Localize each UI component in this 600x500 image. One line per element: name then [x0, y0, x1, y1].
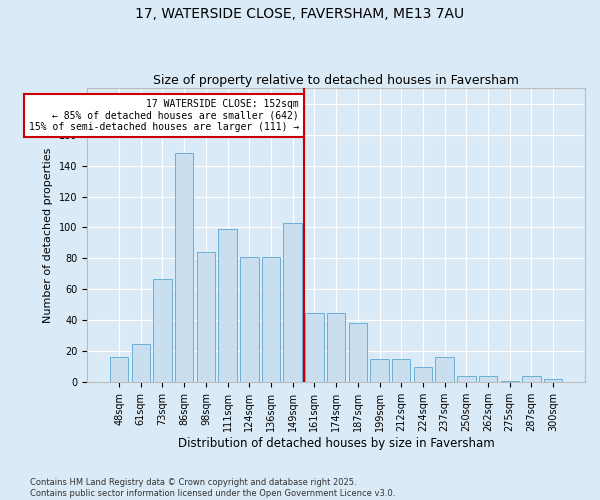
Bar: [436, 358, 454, 382]
Bar: [262, 257, 280, 382]
Bar: [414, 366, 432, 382]
Bar: [392, 359, 410, 382]
Bar: [500, 380, 519, 382]
Bar: [197, 252, 215, 382]
Bar: [110, 358, 128, 382]
Bar: [218, 229, 237, 382]
Title: Size of property relative to detached houses in Faversham: Size of property relative to detached ho…: [153, 74, 519, 87]
Bar: [370, 359, 389, 382]
Text: 17 WATERSIDE CLOSE: 152sqm
← 85% of detached houses are smaller (642)
15% of sem: 17 WATERSIDE CLOSE: 152sqm ← 85% of deta…: [29, 99, 299, 132]
Bar: [457, 376, 476, 382]
Bar: [544, 379, 562, 382]
Bar: [305, 312, 323, 382]
Bar: [175, 153, 193, 382]
Bar: [131, 344, 150, 382]
Bar: [522, 376, 541, 382]
Text: 17, WATERSIDE CLOSE, FAVERSHAM, ME13 7AU: 17, WATERSIDE CLOSE, FAVERSHAM, ME13 7AU: [136, 8, 464, 22]
Bar: [153, 278, 172, 382]
Bar: [283, 223, 302, 382]
Bar: [240, 257, 259, 382]
Bar: [327, 312, 346, 382]
Text: Contains HM Land Registry data © Crown copyright and database right 2025.
Contai: Contains HM Land Registry data © Crown c…: [30, 478, 395, 498]
Bar: [479, 376, 497, 382]
X-axis label: Distribution of detached houses by size in Faversham: Distribution of detached houses by size …: [178, 437, 494, 450]
Y-axis label: Number of detached properties: Number of detached properties: [43, 148, 53, 323]
Bar: [349, 324, 367, 382]
